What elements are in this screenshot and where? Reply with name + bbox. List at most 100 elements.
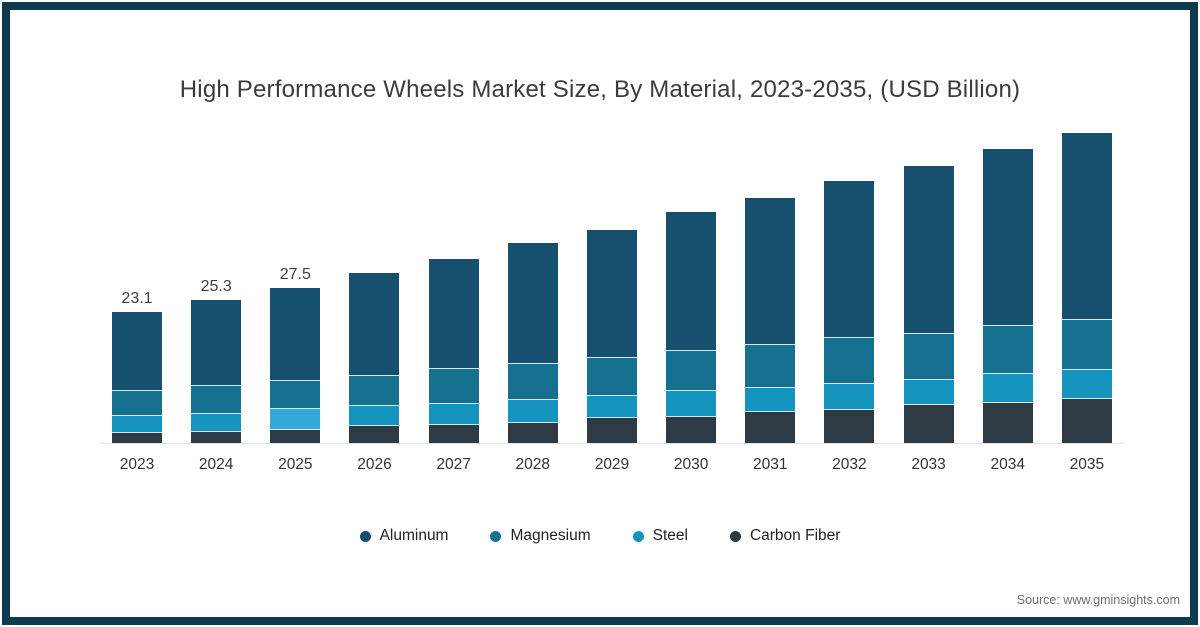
bar-segment-carbon-fiber [982, 402, 1033, 443]
x-axis-label: 2035 [1069, 456, 1105, 473]
bar-2024: 25.3 2024 [191, 278, 242, 473]
bar-value-label: 25.3 [200, 278, 232, 295]
bar-segment-magnesium [428, 368, 479, 403]
bar-segment-carbon-fiber [666, 416, 717, 443]
bar-2029: 2029 [586, 230, 637, 473]
bar-segment-carbon-fiber [112, 432, 162, 443]
x-axis-label: 2033 [911, 456, 946, 473]
bar-segment-magnesium [824, 337, 875, 383]
bar-2031: 2031 [745, 198, 796, 473]
source-attribution: Source: www.gminsights.com [1016, 593, 1180, 607]
bar-2034: 2034 [982, 149, 1033, 473]
bar-segment-steel [349, 405, 400, 425]
bar-segment-aluminum [428, 259, 479, 368]
bar-segment-steel [270, 408, 321, 429]
bar-stack-2034 [982, 149, 1033, 443]
bar-segment-carbon-fiber [1061, 398, 1112, 443]
bar-segment-magnesium [270, 380, 321, 408]
bar-segment-aluminum [824, 181, 875, 337]
bar-stack-2028 [507, 243, 558, 443]
bar-segment-steel [745, 387, 796, 411]
bar-2026: 2026 [349, 273, 400, 473]
bar-segment-steel [112, 415, 162, 432]
x-axis-label: 2030 [673, 456, 709, 473]
bar-segment-aluminum [745, 198, 796, 344]
bar-segment-magnesium [586, 357, 637, 395]
bar-segment-aluminum [903, 166, 954, 333]
bar-segment-magnesium [507, 363, 558, 399]
bar-segment-carbon-fiber [349, 425, 400, 443]
bar-segment-steel [1061, 369, 1112, 398]
legend-swatch [632, 530, 644, 542]
x-axis-label: 2031 [753, 456, 788, 473]
bar-stack-2023 [112, 312, 162, 443]
bar-2027: 2027 [428, 259, 479, 473]
bar-2025: 27.5 2025 [270, 266, 321, 473]
x-axis-label: 2024 [198, 456, 234, 473]
bar-stack-2032 [824, 181, 875, 443]
bar-segment-aluminum [982, 149, 1033, 325]
legend-item-steel: Steel [632, 527, 688, 545]
bar-segment-magnesium [982, 325, 1033, 373]
x-axis-label: 2027 [436, 456, 471, 473]
bar-segment-carbon-fiber [745, 411, 796, 443]
legend-item-carbon-fiber: Carbon Fiber [729, 527, 841, 545]
bar-stack-2035 [1061, 133, 1112, 443]
legend-label: Aluminum [379, 527, 449, 544]
bar-segment-aluminum [112, 312, 162, 390]
legend-label: Carbon Fiber [749, 527, 841, 544]
bar-value-label: 27.5 [279, 266, 311, 283]
legend-swatch [490, 530, 502, 542]
legend-item-aluminum: Aluminum [359, 527, 449, 545]
x-axis-label: 2025 [278, 456, 313, 473]
bar-segment-steel [982, 373, 1033, 402]
x-axis-label: 2026 [357, 456, 392, 473]
bar-2028: 2028 [507, 243, 558, 473]
bar-segment-steel [666, 390, 717, 416]
bar-value-label: 23.1 [121, 290, 153, 307]
bar-segment-carbon-fiber [903, 404, 954, 443]
bar-segment-steel [903, 379, 954, 404]
bar-segment-magnesium [903, 333, 954, 379]
x-axis-label: 2034 [990, 456, 1025, 473]
bar-segment-carbon-fiber [824, 409, 875, 443]
bar-segment-steel [428, 403, 479, 424]
bar-segment-magnesium [1061, 319, 1112, 369]
bar-segment-carbon-fiber [428, 424, 479, 443]
bar-2032: 2032 [824, 181, 875, 473]
bar-segment-carbon-fiber [586, 417, 637, 443]
x-axis-label: 2023 [119, 456, 155, 473]
bar-segment-steel [586, 395, 637, 417]
x-axis-label: 2028 [515, 456, 551, 473]
bar-segment-aluminum [586, 230, 637, 357]
bar-segment-magnesium [112, 390, 162, 415]
legend-item-magnesium: Magnesium [490, 527, 591, 545]
bar-segment-magnesium [666, 350, 717, 390]
bar-segment-carbon-fiber [270, 429, 321, 443]
bar-segment-magnesium [349, 375, 400, 405]
bar-segment-steel [507, 399, 558, 422]
bar-2023: 23.1 2023 [112, 290, 162, 473]
chart-title: High Performance Wheels Market Size, By … [179, 76, 1021, 103]
bar-stack-2033 [903, 166, 954, 443]
bar-stack-2027 [428, 259, 479, 443]
legend-swatch [359, 530, 371, 542]
bar-segment-steel [824, 383, 875, 409]
bar-stack-2029 [586, 230, 637, 443]
bar-2035: 2035 [1061, 133, 1112, 473]
plot-area: 23.1 2023 25.3 2024 27.5 2025 2026 2027 2028 2029… [100, 123, 1124, 473]
bar-segment-carbon-fiber [191, 431, 242, 443]
bar-segment-carbon-fiber [507, 422, 558, 443]
bar-segment-steel [191, 413, 242, 431]
chart-legend: Aluminum Magnesium Steel Carbon Fiber [0, 527, 1200, 545]
x-axis-label: 2029 [594, 456, 630, 473]
bar-2033: 2033 [903, 166, 954, 473]
bar-segment-aluminum [666, 212, 717, 350]
bar-2030: 2030 [666, 212, 717, 473]
bar-segment-magnesium [745, 344, 796, 387]
bar-segment-aluminum [270, 288, 321, 380]
bar-stack-2030 [666, 212, 717, 443]
bar-stack-2031 [745, 198, 796, 443]
x-axis-label: 2032 [832, 456, 867, 473]
legend-label: Magnesium [510, 527, 591, 544]
